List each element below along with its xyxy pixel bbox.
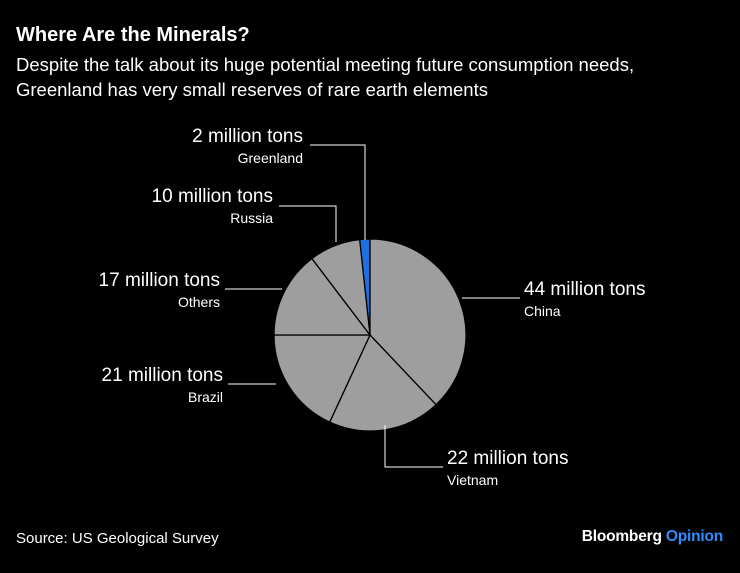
value-label-greenland: 2 million tons	[192, 126, 303, 147]
slice-labels: 2 million tons Greenland 44 million tons Ch…	[99, 126, 646, 488]
pie-slices	[273, 238, 467, 432]
name-label-china: China	[524, 303, 561, 319]
value-label-china: 44 million tons	[524, 279, 645, 300]
slice-vietnam	[329, 334, 437, 432]
name-label-greenland: Greenland	[238, 150, 303, 166]
value-label-russia: 10 million tons	[152, 186, 273, 207]
slice-russia	[311, 238, 371, 336]
leader-line-vietnam	[384, 425, 443, 468]
name-label-others: Others	[178, 294, 220, 310]
value-label-others: 17 million tons	[99, 270, 220, 291]
leader-lines	[225, 144, 520, 468]
name-label-brazil: Brazil	[188, 389, 223, 405]
chart-title: Where Are the Minerals?	[16, 24, 250, 46]
slice-others	[273, 257, 371, 336]
name-label-vietnam: Vietnam	[447, 472, 498, 488]
slice-brazil	[273, 334, 371, 423]
brand-accent: Opinion	[665, 528, 723, 545]
chart-subtitle: Despite the talk about its huge potentia…	[16, 54, 635, 100]
brand-logo: Bloomberg Opinion	[582, 527, 723, 547]
name-label-russia: Russia	[230, 210, 273, 226]
value-label-vietnam: 22 million tons	[447, 448, 568, 469]
leader-line-russia	[279, 205, 337, 242]
slice-china	[369, 238, 467, 406]
leader-line-greenland	[310, 144, 366, 240]
brand-main: Bloomberg	[581, 528, 662, 545]
value-label-brazil: 21 million tons	[102, 365, 223, 386]
source-note: Source: US Geological Survey	[16, 530, 219, 547]
